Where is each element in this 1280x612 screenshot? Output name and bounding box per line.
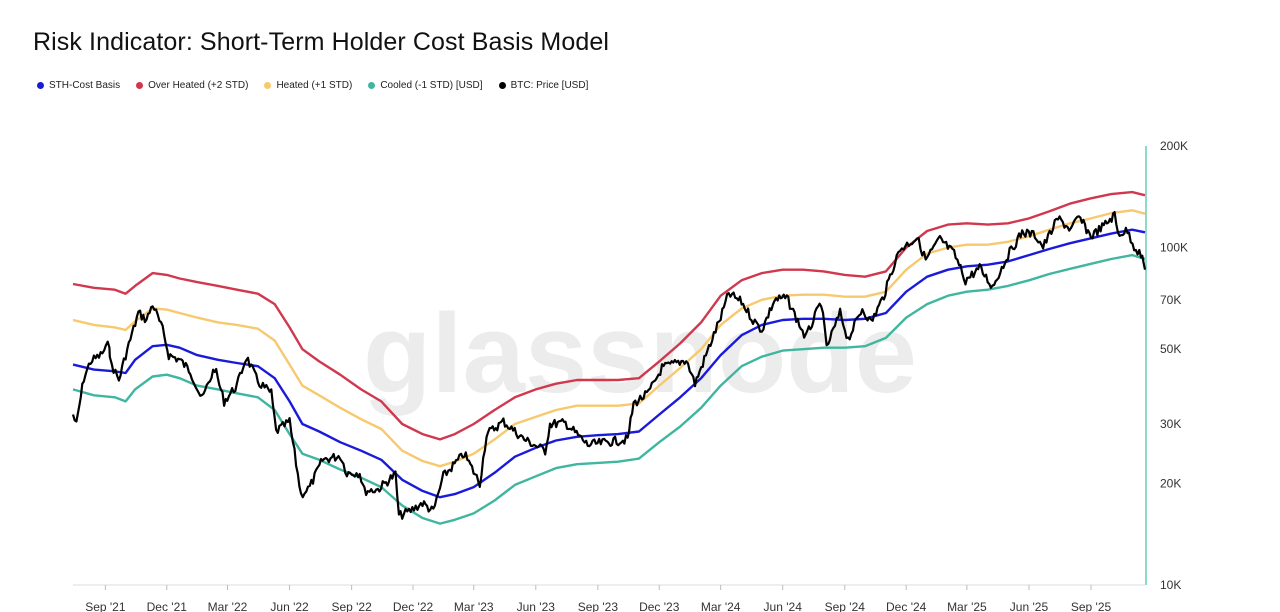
x-tick-label: Sep '22 [331, 600, 372, 612]
chart-legend: STH-Cost Basis Over Heated (+2 STD) Heat… [37, 80, 588, 91]
legend-item-over-heated[interactable]: Over Heated (+2 STD) [136, 80, 248, 91]
legend-label: STH-Cost Basis [49, 80, 121, 91]
legend-label: Cooled (-1 STD) [USD] [380, 80, 483, 91]
y-tick-label: 30K [1160, 417, 1181, 431]
x-tick-label: Sep '25 [1071, 600, 1112, 612]
x-tick-label: Sep '24 [825, 600, 866, 612]
series-line-btc-price-usd [71, 211, 1147, 520]
x-tick-label: Mar '23 [454, 600, 494, 612]
x-tick-label: Jun '25 [1010, 600, 1049, 612]
series-line-over-heated-2-std [72, 190, 1146, 441]
x-tick-label: Jun '22 [270, 600, 309, 612]
legend-item-sth-cost-basis[interactable]: STH-Cost Basis [37, 80, 120, 91]
legend-swatch [136, 82, 144, 89]
series-line-heated-1-std [72, 209, 1146, 468]
legend-label: Heated (+1 STD) [276, 80, 353, 91]
y-tick-label: 70K [1160, 293, 1181, 307]
legend-item-heated[interactable]: Heated (+1 STD) [264, 80, 352, 91]
x-tick-label: Dec '21 [147, 600, 188, 612]
x-tick-label: Dec '23 [639, 600, 680, 612]
x-tick-label: Sep '23 [578, 600, 619, 612]
legend-swatch [368, 82, 376, 89]
y-tick-label: 100K [1160, 241, 1188, 255]
x-tick-label: Jun '24 [764, 600, 803, 612]
legend-swatch [264, 82, 272, 89]
x-tick-label: Sep '21 [85, 600, 126, 612]
y-tick-label: 20K [1160, 476, 1181, 490]
legend-item-btc-price[interactable]: BTC: Price [USD] [498, 80, 589, 91]
y-tick-label: 200K [1160, 139, 1188, 153]
x-tick-label: Mar '25 [947, 600, 987, 612]
x-tick-label: Jun '23 [517, 600, 556, 612]
legend-label: Over Heated (+2 STD) [148, 80, 249, 91]
legend-label: BTC: Price [USD] [510, 80, 589, 91]
y-tick-label: 50K [1160, 342, 1181, 356]
x-tick-label: Mar '24 [701, 600, 741, 612]
legend-swatch [37, 82, 44, 89]
x-tick-label: Mar '22 [208, 600, 248, 612]
x-tick-label: Dec '22 [393, 600, 434, 612]
legend-item-cooled[interactable]: Cooled (-1 STD) [USD] [368, 80, 483, 91]
y-tick-label: 10K [1160, 578, 1181, 592]
series-line-cooled-1-std-usd [72, 253, 1146, 525]
x-tick-label: Dec '24 [886, 600, 927, 612]
legend-swatch [498, 82, 506, 89]
chart-title: Risk Indicator: Short-Term Holder Cost B… [33, 28, 610, 56]
